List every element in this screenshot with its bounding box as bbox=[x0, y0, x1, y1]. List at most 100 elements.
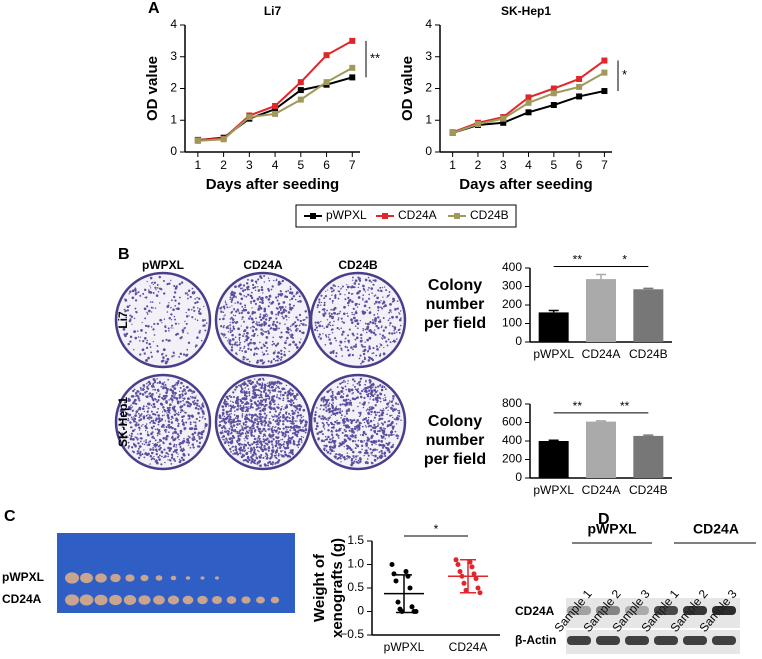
colony bbox=[347, 334, 349, 336]
colony bbox=[289, 400, 291, 402]
colony bbox=[162, 387, 164, 389]
colony bbox=[247, 447, 249, 449]
point bbox=[470, 564, 475, 569]
colony bbox=[255, 323, 256, 324]
colony bbox=[199, 312, 202, 315]
colony bbox=[187, 294, 189, 296]
colony bbox=[171, 453, 173, 455]
colony bbox=[155, 307, 156, 308]
colony bbox=[225, 300, 226, 301]
colony bbox=[320, 305, 321, 306]
colony bbox=[173, 352, 175, 354]
y-tick-label: 3 bbox=[425, 49, 432, 63]
colony bbox=[272, 323, 275, 326]
colony bbox=[133, 330, 136, 333]
colony bbox=[273, 343, 275, 345]
colony bbox=[143, 405, 145, 407]
colony bbox=[344, 429, 346, 431]
colony bbox=[231, 334, 234, 337]
colony bbox=[278, 358, 280, 360]
colony bbox=[187, 332, 188, 333]
colony bbox=[236, 344, 238, 346]
colony bbox=[280, 395, 281, 396]
colony bbox=[156, 461, 158, 463]
colony bbox=[147, 313, 149, 315]
colony bbox=[343, 312, 346, 315]
colony bbox=[329, 315, 332, 318]
colony bbox=[370, 425, 372, 427]
colony bbox=[200, 407, 203, 410]
colony bbox=[340, 348, 342, 350]
colony bbox=[288, 317, 289, 318]
colony bbox=[348, 390, 350, 392]
colony bbox=[187, 298, 189, 300]
colony bbox=[156, 378, 157, 379]
colony bbox=[337, 412, 339, 414]
colony bbox=[191, 316, 193, 318]
colony bbox=[248, 451, 249, 452]
colony bbox=[356, 292, 359, 295]
colony bbox=[229, 428, 231, 430]
colony bbox=[399, 313, 400, 314]
colony bbox=[365, 279, 368, 282]
colony bbox=[317, 330, 318, 331]
colony bbox=[351, 293, 353, 295]
colony bbox=[376, 433, 378, 435]
colony bbox=[383, 347, 384, 348]
colony bbox=[260, 400, 261, 401]
colony bbox=[357, 322, 360, 325]
colony bbox=[153, 403, 156, 406]
colony bbox=[268, 439, 269, 440]
colony bbox=[169, 427, 171, 429]
colony bbox=[164, 409, 165, 410]
colony bbox=[388, 312, 390, 314]
colony bbox=[147, 340, 149, 342]
colony bbox=[128, 293, 130, 295]
colony bbox=[289, 334, 291, 336]
colony bbox=[199, 416, 201, 418]
colony bbox=[188, 435, 190, 437]
colony bbox=[283, 427, 285, 429]
colony bbox=[199, 442, 201, 444]
colony bbox=[157, 432, 159, 434]
colony bbox=[180, 401, 182, 403]
y-tick-label: 200 bbox=[502, 452, 522, 466]
colony bbox=[266, 404, 268, 406]
colony bbox=[348, 292, 350, 294]
colony bbox=[258, 290, 260, 292]
colony bbox=[176, 399, 177, 400]
colony bbox=[328, 441, 329, 442]
colony bbox=[327, 417, 329, 419]
colony bbox=[267, 383, 268, 384]
colony bbox=[368, 417, 369, 418]
colony bbox=[173, 309, 175, 311]
photo-row-label: CD24A bbox=[2, 592, 42, 606]
band bbox=[712, 636, 736, 645]
colony bbox=[282, 399, 284, 401]
colony bbox=[356, 337, 359, 340]
colony bbox=[348, 409, 350, 411]
colony bbox=[171, 422, 173, 424]
colony bbox=[176, 449, 178, 451]
colony bbox=[158, 381, 161, 384]
colony bbox=[225, 302, 226, 303]
colony bbox=[323, 396, 325, 398]
colony bbox=[174, 299, 176, 301]
colony bbox=[374, 427, 376, 429]
colony bbox=[350, 404, 352, 406]
colony bbox=[346, 313, 348, 315]
colony bbox=[389, 291, 391, 293]
colony bbox=[261, 430, 263, 432]
colony bbox=[229, 437, 232, 440]
colony bbox=[182, 421, 183, 422]
colony bbox=[236, 402, 239, 405]
colony bbox=[336, 420, 338, 422]
colony bbox=[265, 313, 267, 315]
colony bbox=[167, 456, 169, 458]
colony bbox=[357, 424, 359, 426]
point bbox=[394, 578, 399, 583]
colony bbox=[321, 302, 322, 303]
colony bbox=[370, 410, 372, 412]
plate-column-label: CD24B bbox=[338, 258, 378, 272]
colony bbox=[161, 456, 163, 458]
